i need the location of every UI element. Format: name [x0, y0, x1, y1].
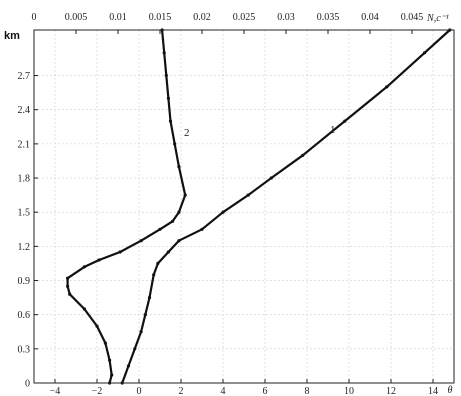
series-1-point: [343, 119, 347, 123]
series-2-point: [158, 227, 162, 231]
series-2-point: [108, 358, 112, 362]
x-bottom-tick-label: 2: [179, 386, 184, 396]
series-2-point: [166, 96, 170, 100]
series-2-point: [103, 341, 107, 345]
x-bottom-tick-label: −4: [50, 386, 61, 396]
series-1-point: [177, 239, 181, 243]
x-top-tick-label: 0.045: [401, 12, 424, 23]
series-1-point: [147, 296, 152, 300]
series-1-line: [121, 28, 451, 385]
series-2-point: [139, 239, 143, 243]
x-bottom-tick-label: 4: [221, 386, 226, 396]
x-bottom-tick-label: 10: [344, 386, 354, 396]
series-1-point: [385, 85, 389, 89]
tick-layer: 00.30.60.91.21.51.82.12.42.7−4 −2 0 2 4 6 8 10 1…: [18, 12, 439, 396]
series-1-point: [200, 227, 204, 231]
series-2-point: [162, 51, 166, 55]
y-tick-label: 1.5: [18, 208, 31, 219]
series-2-line: [66, 28, 187, 385]
y-tick-label: 1.8: [18, 174, 31, 185]
x-top-tick-label: 0.005: [65, 12, 88, 23]
series-2-point: [66, 276, 70, 280]
series-1-point: [143, 313, 147, 317]
series-1-point: [166, 250, 170, 254]
series-1-point: [139, 330, 143, 334]
series-2-point: [110, 373, 114, 377]
x-bottom-tick-label: −2: [92, 386, 103, 396]
series-2-point: [82, 307, 86, 311]
series-1-point: [152, 273, 156, 277]
x-top-tick-label: 0.035: [317, 12, 340, 23]
series-2-point: [177, 210, 181, 214]
series-2-point: [171, 219, 175, 223]
y-axis-label: km: [4, 30, 20, 42]
x-top-tick-label: 0: [32, 12, 37, 23]
series-2-point: [82, 265, 86, 269]
x-top-tick-label: 0.01: [109, 12, 127, 23]
y-tick-label: 0.6: [18, 310, 31, 321]
series-2-point: [118, 250, 122, 254]
series-1-point: [221, 210, 225, 214]
x-bottom-tick-label: 0: [137, 386, 142, 396]
series-2-point: [164, 73, 168, 78]
plot-frame: [33, 29, 455, 384]
y-tick-label: 0.9: [18, 276, 31, 287]
series-1-point: [301, 153, 305, 157]
series-1-point: [269, 176, 273, 180]
series-1-point: [156, 261, 160, 265]
x-bottom-tick-label: 14: [428, 386, 438, 396]
series-1-label: 1: [330, 124, 336, 136]
series-1-point: [246, 193, 250, 197]
series-1-point: [423, 51, 427, 55]
series-2-point: [183, 193, 187, 197]
series-2-point: [66, 284, 70, 288]
series-2-point: [173, 142, 177, 146]
x-bottom-tick-label: 12: [386, 386, 396, 396]
series-2-point: [95, 324, 99, 328]
y-tick-label: 2.1: [18, 139, 31, 150]
x-bottom-tick-label: 6: [263, 386, 268, 396]
y-tick-label: 0: [25, 379, 30, 390]
x-top-tick-label: 0.02: [193, 12, 211, 23]
series-2-label: 2: [184, 127, 190, 139]
y-tick-label: 2.7: [18, 71, 31, 82]
series-1-point: [133, 347, 137, 351]
x-bottom-tick-label: 8: [305, 386, 310, 396]
y-tick-label: 2.4: [18, 105, 31, 116]
series-2-point: [97, 258, 101, 262]
series-2-point: [177, 165, 181, 169]
bottom-axis-label: θ: [448, 385, 453, 396]
y-tick-label: 0.3: [18, 344, 31, 355]
x-top-tick-label: 0.03: [277, 12, 295, 23]
series-2-point: [68, 292, 72, 296]
x-top-tick-label: 0.04: [361, 12, 379, 23]
top-axis-label: N,c⁻¹: [426, 13, 449, 24]
series-2-point: [168, 119, 173, 123]
series-layer: [66, 28, 452, 385]
x-top-tick-label: 0.015: [149, 12, 172, 23]
y-tick-label: 1.2: [18, 242, 31, 253]
series-1-point: [126, 364, 131, 368]
x-top-tick-label: 0.025: [233, 12, 256, 23]
